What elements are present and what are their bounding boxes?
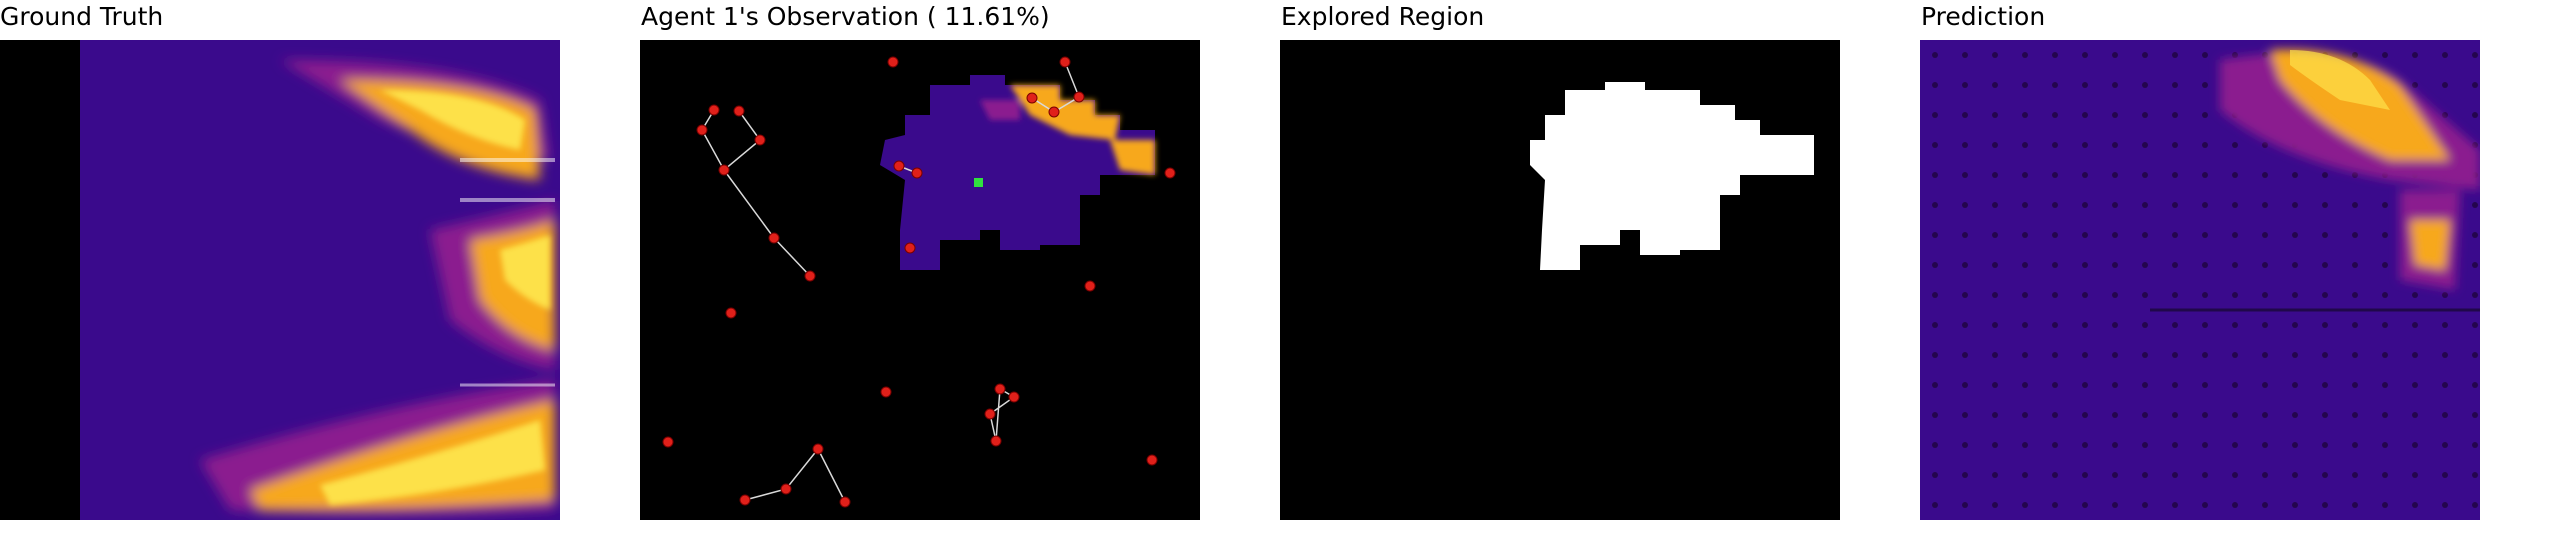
red-waypoint-marker-icon <box>733 105 745 117</box>
red-waypoint-marker-icon <box>696 124 708 136</box>
green-agent-marker-icon <box>974 178 983 187</box>
red-waypoint-marker-icon <box>1059 56 1071 68</box>
red-waypoint-marker-icon <box>1164 167 1176 179</box>
red-waypoint-marker-icon <box>662 436 674 448</box>
panel-title-ground-truth: Ground Truth <box>0 2 164 31</box>
ground-truth-panel <box>0 40 560 520</box>
panel-title-explored-region: Explored Region <box>1281 2 1485 31</box>
red-waypoint-marker-icon <box>990 435 1002 447</box>
panel-title-prediction: Prediction <box>1921 2 2046 31</box>
red-waypoint-marker-icon <box>994 383 1006 395</box>
panel-title-agent-observation: Agent 1's Observation ( 11.61%) <box>641 2 1050 31</box>
red-waypoint-marker-icon <box>718 164 730 176</box>
red-waypoint-marker-icon <box>708 104 720 116</box>
red-waypoint-marker-icon <box>768 232 780 244</box>
red-waypoint-marker-icon <box>1026 92 1038 104</box>
red-waypoint-marker-icon <box>1048 106 1060 118</box>
red-waypoint-marker-icon <box>812 443 824 455</box>
explored-region-mask <box>1530 82 1814 270</box>
red-waypoint-marker-icon <box>1073 91 1085 103</box>
red-waypoint-marker-icon <box>904 242 916 254</box>
agent-observation-map <box>662 56 1176 508</box>
ground-truth-heatmap <box>0 40 560 520</box>
explored-area <box>1530 82 1814 270</box>
red-waypoint-marker-icon <box>984 408 996 420</box>
red-waypoint-marker-icon <box>1084 280 1096 292</box>
red-waypoint-marker-icon <box>780 483 792 495</box>
red-waypoint-marker-icon <box>1008 391 1020 403</box>
red-waypoint-marker-icon <box>839 496 851 508</box>
red-waypoint-marker-icon <box>1146 454 1158 466</box>
explored-region-panel <box>1280 40 1840 520</box>
red-waypoint-marker-icon <box>911 167 923 179</box>
red-waypoint-marker-icon <box>754 134 766 146</box>
red-waypoint-marker-icon <box>804 270 816 282</box>
prediction-panel <box>1920 40 2480 520</box>
red-waypoint-marker-icon <box>725 307 737 319</box>
red-waypoint-marker-icon <box>739 494 751 506</box>
red-waypoint-marker-icon <box>887 56 899 68</box>
red-waypoint-marker-icon <box>880 386 892 398</box>
red-waypoint-marker-icon <box>893 160 905 172</box>
prediction-heatmap <box>1920 40 2480 520</box>
agent-observation-panel <box>640 40 1200 520</box>
